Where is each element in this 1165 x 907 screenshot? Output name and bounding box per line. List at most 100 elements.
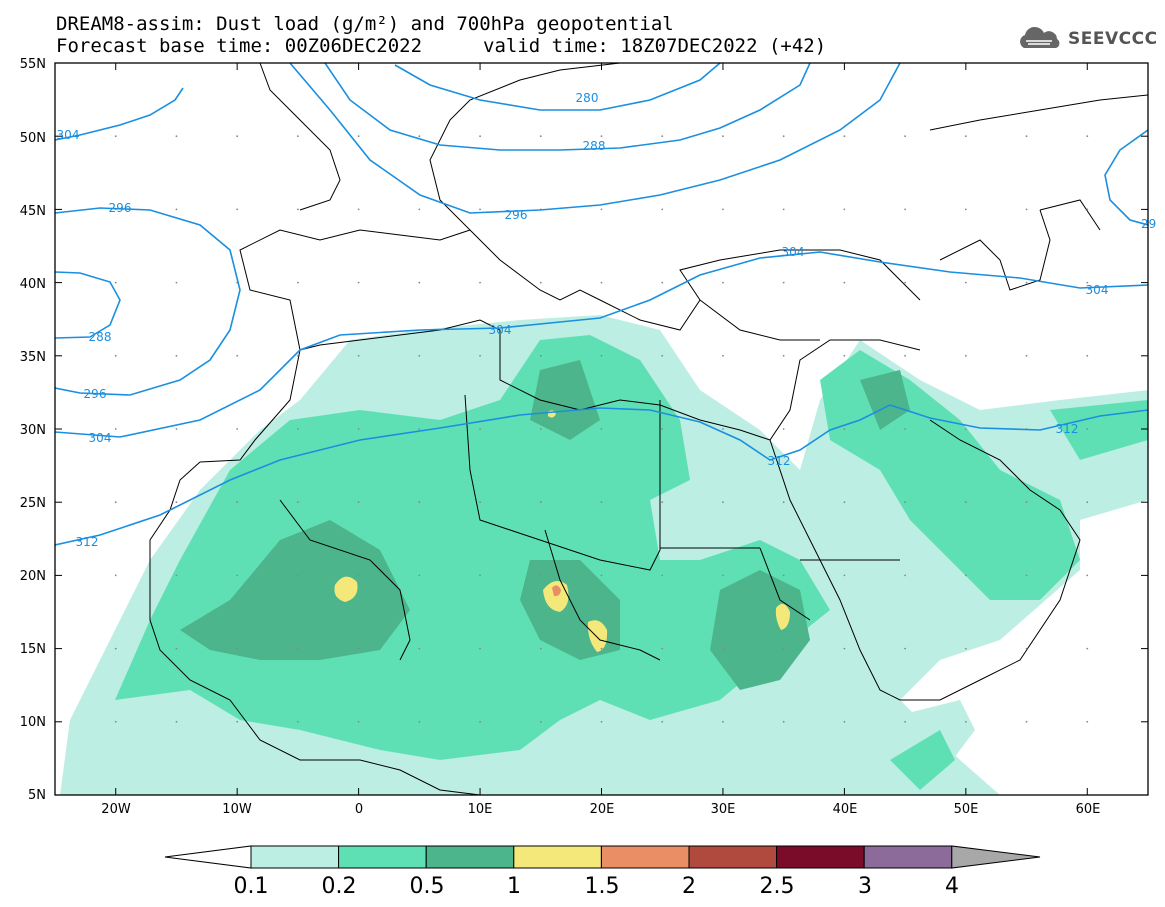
- grid-dot: [296, 135, 299, 138]
- valid-time: valid time: 18Z07DEC2022 (+42): [483, 35, 827, 57]
- grid-dot: [479, 354, 481, 357]
- lat-label: 50N: [20, 131, 46, 146]
- grid-dot: [1025, 135, 1028, 138]
- contour-296-west: [55, 207, 241, 396]
- lon-label: 30E: [711, 802, 736, 817]
- grid-dot: [600, 501, 603, 504]
- grid-dot: [661, 720, 664, 723]
- grid-dot: [114, 354, 117, 357]
- grid-dot: [782, 647, 785, 650]
- grid-dot: [175, 720, 178, 723]
- grid-dot: [236, 501, 239, 504]
- lat-label: 40N: [20, 277, 46, 292]
- geopotential-contours: [55, 63, 1148, 546]
- grid-dot: [479, 574, 481, 577]
- contour-label: 288: [583, 139, 606, 153]
- grid-dot: [904, 501, 907, 504]
- grid-dot: [843, 208, 846, 211]
- lon-label: 10W: [222, 802, 252, 817]
- lat-label: 25N: [20, 496, 46, 511]
- grid-dot: [175, 647, 178, 650]
- lon-label: 20W: [101, 802, 131, 817]
- grid-dot: [357, 354, 360, 357]
- grid-dot: [479, 428, 481, 430]
- lon-label: 10E: [468, 802, 493, 817]
- grid-dot: [964, 208, 967, 211]
- grid-dot: [1086, 135, 1089, 138]
- longitude-labels: 20W 10W 0 10E 20E 30E 40E 50E 60E: [101, 802, 1100, 817]
- grid-dot: [114, 574, 117, 577]
- dust-region-high: [334, 576, 358, 602]
- grid-dot: [418, 135, 421, 138]
- grid-dot: [418, 647, 421, 650]
- contour-label: 288: [89, 330, 112, 344]
- grid-dot: [904, 135, 907, 138]
- lat-label: 45N: [20, 204, 46, 219]
- axis-ticks: [55, 62, 1148, 796]
- lat-label: 35N: [20, 350, 46, 365]
- lat-label: 5N: [28, 788, 46, 803]
- logo-text: SEEVCCC: [1068, 29, 1158, 49]
- dust-region-peak: [552, 585, 561, 597]
- grid-dot: [661, 574, 664, 577]
- grid-dot: [661, 281, 664, 284]
- contour-label: 296: [109, 201, 132, 215]
- grid-dot: [782, 574, 785, 577]
- dust-region-dense: [180, 520, 410, 660]
- grid-dot: [236, 720, 239, 723]
- grid-dots: [114, 135, 1089, 723]
- grid-dot: [1086, 501, 1089, 504]
- grid-dot: [904, 281, 907, 284]
- grid-dot: [843, 354, 846, 357]
- grid-dot: [1086, 208, 1089, 211]
- grid-dot: [782, 208, 785, 211]
- grid-dot: [296, 647, 299, 650]
- grid-dot: [418, 354, 421, 357]
- grid-dot: [357, 574, 360, 577]
- grid-dot: [114, 647, 117, 650]
- grid-dot: [661, 354, 664, 357]
- contour-304-south: [55, 251, 1148, 438]
- grid-dot: [479, 208, 481, 211]
- grid-dot: [843, 647, 846, 650]
- grid-dot: [1086, 574, 1089, 577]
- grid-dot: [418, 208, 421, 211]
- grid-dot: [782, 135, 785, 138]
- grid-dot: [114, 720, 117, 723]
- grid-dot: [600, 281, 603, 284]
- grid-dot: [722, 281, 724, 284]
- grid-dot: [1086, 281, 1089, 284]
- grid-dot: [904, 428, 907, 430]
- grid-dot: [236, 208, 239, 211]
- grid-dot: [175, 574, 178, 577]
- contour-304-west: [55, 87, 184, 141]
- latitude-labels: 55N 50N 45N 40N 35N 30N 25N 20N 15N 10N …: [20, 57, 46, 803]
- grid-dot: [1025, 720, 1028, 723]
- grid-dot: [418, 720, 421, 723]
- grid-dot: [722, 647, 724, 650]
- grid-dot: [843, 281, 846, 284]
- grid-dot: [782, 720, 785, 723]
- grid-dot: [722, 720, 724, 723]
- grid-dot: [722, 428, 724, 430]
- grid-dot: [964, 574, 967, 577]
- grid-dot: [782, 428, 785, 430]
- grid-dot: [418, 574, 421, 577]
- map-title: DREAM8-assim: Dust load (g/m²) and 700hP…: [56, 13, 674, 35]
- grid-dot: [175, 135, 178, 138]
- grid-dot: [1025, 281, 1028, 284]
- grid-dot: [539, 135, 542, 138]
- grid-dot: [661, 647, 664, 650]
- lat-label: 10N: [20, 715, 46, 730]
- cloud-icon: [1020, 26, 1060, 48]
- grid-dot: [114, 428, 117, 430]
- grid-dot: [600, 574, 603, 577]
- grid-dot: [782, 501, 785, 504]
- grid-dot: [296, 574, 299, 577]
- grid-dot: [661, 428, 664, 430]
- contour-label: 312: [768, 454, 791, 468]
- grid-dot: [600, 428, 603, 430]
- grid-dot: [357, 647, 360, 650]
- grid-dot: [1025, 574, 1028, 577]
- grid-dot: [661, 501, 664, 504]
